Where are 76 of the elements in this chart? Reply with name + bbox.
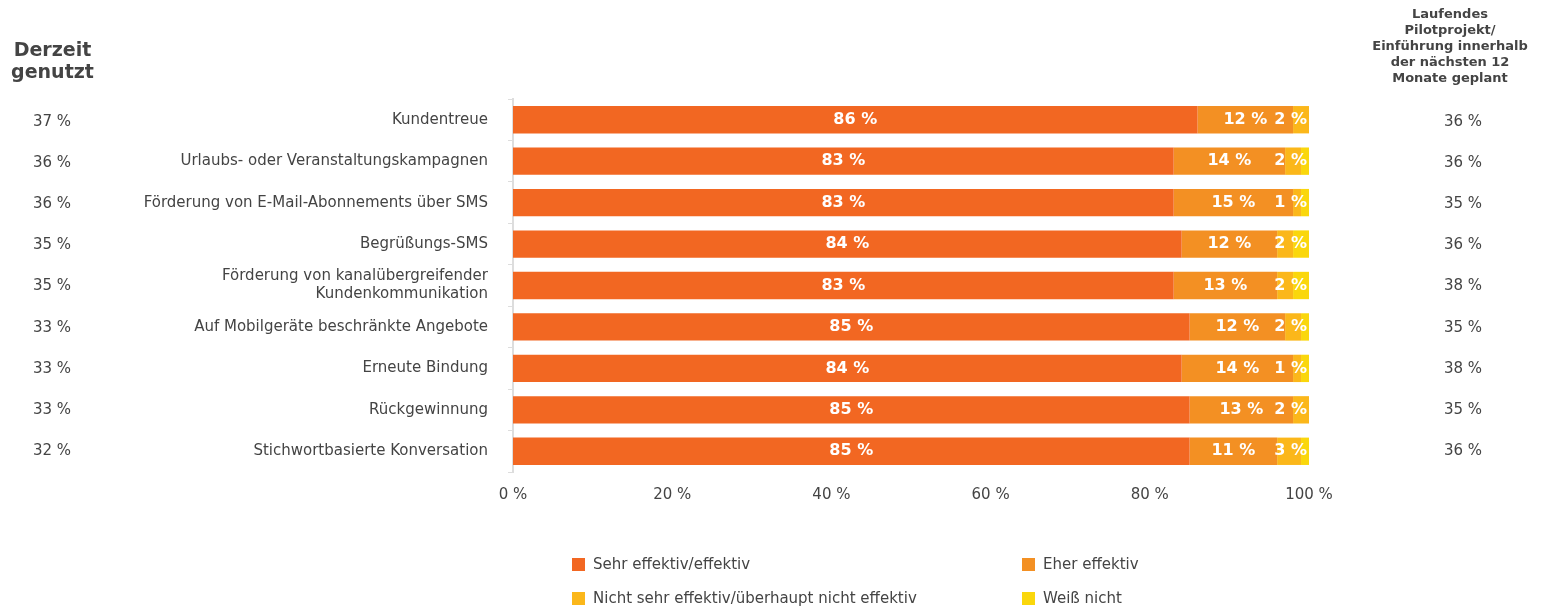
legend-label: Eher effektiv [1043,555,1139,573]
text: 35 % [1442,194,1484,213]
x-tick-label: 100 % [1285,484,1333,503]
data-label: 2 % [1274,150,1307,170]
y-tick-label: Förderung von kanalübergreifender Kundenkommunikation [221,266,489,303]
data-label: 2 % [1274,233,1307,253]
legend-label: Sehr effektiv/effektiv [593,555,751,573]
text: 36 % [1442,153,1484,172]
x-tick-label: 0 % [498,484,528,503]
legend-label: Weiß nicht [1043,589,1122,607]
data-label: 14 % [1207,150,1252,170]
x-tick-label: 60 % [971,484,1010,503]
data-label: 11 % [1211,440,1256,460]
data-label: 12 % [1207,233,1252,253]
bar [513,106,1198,134]
text: 35 % [31,276,73,295]
data-label: 2 % [1274,398,1307,418]
data-label: 83 % [821,274,866,294]
text: 35 % [31,235,73,254]
y-tick-label: Stichwortbasierte Konversation [253,441,488,460]
bar [513,271,1174,300]
data-label: 1 % [1274,191,1307,211]
text: 33 % [31,358,73,377]
text: 32 % [31,440,73,459]
data-label: 84 % [825,357,870,377]
data-label: 12 % [1223,108,1268,128]
data-label: 3 % [1274,440,1307,460]
data-label: 1 % [1274,357,1307,377]
bar [513,188,1174,217]
text: 36 % [1442,235,1484,254]
text: Derzeit genutzt [10,38,95,82]
text: 36 % [1442,112,1484,130]
legend-label: Nicht sehr effektiv/überhaupt nicht effektiv [593,589,917,607]
y-tick-label: Urlaubs- oder Veranstaltungskampagnen [180,151,488,170]
data-label: 12 % [1215,316,1260,336]
y-tick-label: Erneute Bindung [362,358,488,377]
y-tick-label: Rückgewinnung [369,399,488,418]
bar [1173,147,1286,175]
text: 36 % [31,153,73,172]
data-label: 84 % [825,233,870,253]
data-label: 86 % [833,108,878,128]
text: 35 % [1442,317,1484,336]
bar [513,437,1190,465]
text: 35 % [1442,399,1484,418]
data-label: 85 % [829,398,874,418]
y-tick-label: Begrüßungs-SMS [360,233,488,252]
bar [513,230,1182,258]
text: 36 % [31,194,73,213]
text: 37 % [31,112,73,130]
data-label: 85 % [829,316,874,336]
data-label: 14 % [1215,357,1260,377]
x-tick-label: 80 % [1130,484,1169,503]
data-label: 85 % [829,440,874,460]
y-tick-label: Kundentreue [391,109,488,128]
bar [513,354,1182,383]
text: 36 % [1442,440,1484,459]
data-label: 13 % [1219,398,1264,418]
x-tick-label: 20 % [653,484,692,503]
data-label: 2 % [1274,316,1307,336]
x-tick-label: 40 % [812,484,851,503]
text: 33 % [31,317,73,336]
bar [513,147,1174,175]
y-tick-label: Förderung von E-Mail-Abonnements über SMS [143,192,488,211]
data-label: 2 % [1274,274,1307,294]
data-label: 15 % [1211,191,1256,211]
data-label: 83 % [821,191,866,211]
bar [513,396,1190,424]
y-tick-label: Auf Mobilgeräte beschränkte Angebote [194,316,488,335]
data-label: 13 % [1203,274,1248,294]
text: 38 % [1442,276,1484,295]
text: 38 % [1442,358,1484,377]
data-label: 83 % [821,150,866,170]
data-label: 2 % [1274,108,1307,128]
bar [513,313,1190,341]
text: 33 % [31,399,73,418]
text: Laufendes Pilotprojekt/ Einführung innerhalb der nächsten 12 Monate geplant [1371,6,1529,86]
